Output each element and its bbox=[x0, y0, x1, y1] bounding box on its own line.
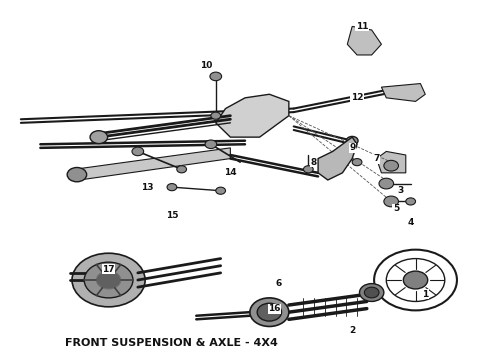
Text: 12: 12 bbox=[351, 93, 363, 102]
Text: FRONT SUSPENSION & AXLE - 4X4: FRONT SUSPENSION & AXLE - 4X4 bbox=[65, 338, 278, 348]
Polygon shape bbox=[318, 137, 357, 180]
Circle shape bbox=[406, 198, 416, 205]
Polygon shape bbox=[381, 84, 425, 102]
Circle shape bbox=[84, 262, 133, 298]
Text: 2: 2 bbox=[349, 325, 355, 334]
Text: 11: 11 bbox=[356, 22, 368, 31]
Text: 7: 7 bbox=[373, 154, 380, 163]
Circle shape bbox=[384, 160, 398, 171]
Text: 10: 10 bbox=[200, 61, 212, 70]
Text: 5: 5 bbox=[393, 204, 399, 213]
Polygon shape bbox=[376, 152, 406, 173]
Text: 17: 17 bbox=[102, 265, 115, 274]
Circle shape bbox=[210, 72, 221, 81]
Circle shape bbox=[250, 298, 289, 327]
Circle shape bbox=[257, 303, 282, 321]
Circle shape bbox=[132, 147, 144, 156]
Circle shape bbox=[360, 284, 384, 301]
Circle shape bbox=[346, 136, 358, 145]
Text: 13: 13 bbox=[141, 183, 154, 192]
Text: 4: 4 bbox=[408, 219, 414, 228]
Circle shape bbox=[379, 178, 393, 189]
Circle shape bbox=[216, 187, 225, 194]
Polygon shape bbox=[216, 94, 289, 137]
Text: 3: 3 bbox=[398, 186, 404, 195]
Circle shape bbox=[67, 167, 87, 182]
Text: 9: 9 bbox=[349, 143, 355, 152]
Circle shape bbox=[205, 140, 217, 149]
Polygon shape bbox=[347, 26, 381, 55]
Polygon shape bbox=[74, 148, 230, 180]
Circle shape bbox=[72, 253, 145, 307]
Text: 8: 8 bbox=[310, 158, 317, 167]
Text: 1: 1 bbox=[422, 290, 428, 299]
Circle shape bbox=[303, 166, 313, 173]
Circle shape bbox=[177, 166, 187, 173]
Circle shape bbox=[90, 131, 108, 144]
Circle shape bbox=[211, 112, 220, 119]
Text: 6: 6 bbox=[276, 279, 282, 288]
Circle shape bbox=[352, 158, 362, 166]
Circle shape bbox=[97, 271, 121, 289]
Circle shape bbox=[365, 287, 379, 298]
Text: 16: 16 bbox=[268, 304, 280, 313]
Circle shape bbox=[167, 184, 177, 191]
Circle shape bbox=[403, 271, 428, 289]
Text: 15: 15 bbox=[166, 211, 178, 220]
Text: 14: 14 bbox=[224, 168, 237, 177]
Circle shape bbox=[384, 196, 398, 207]
